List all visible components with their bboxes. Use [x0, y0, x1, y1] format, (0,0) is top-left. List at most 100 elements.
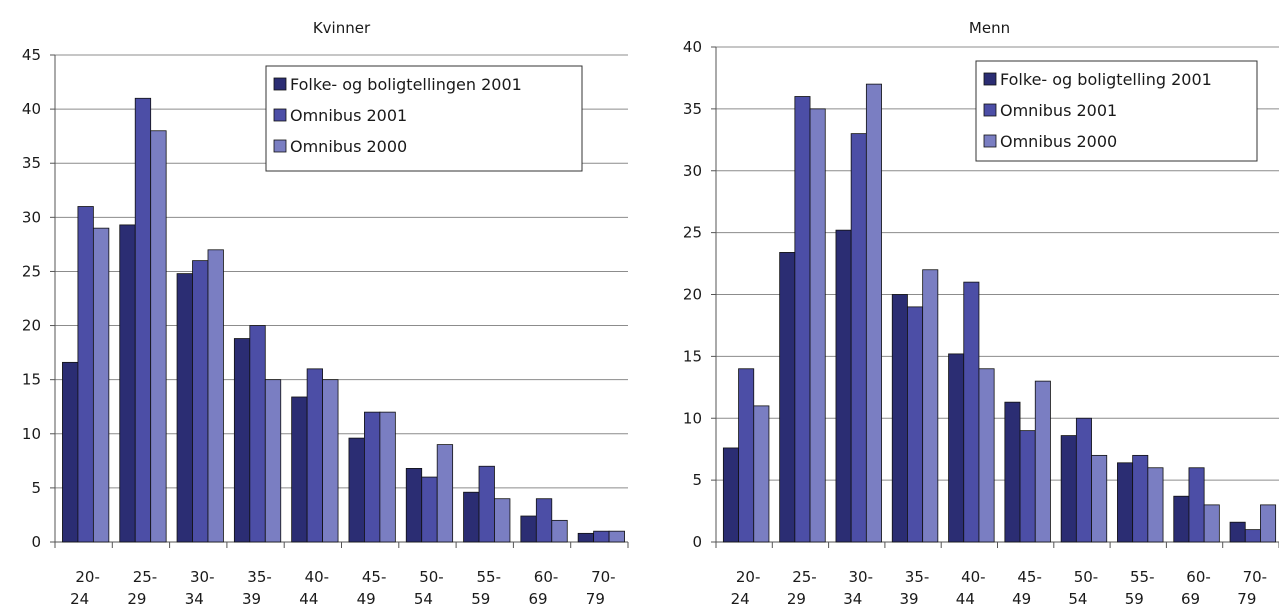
- bar-3: [809, 108, 826, 543]
- bar-2: [907, 306, 924, 543]
- y-tick-label: 30: [22, 208, 41, 226]
- y-tick-label: 10: [683, 409, 702, 427]
- bar-1: [835, 229, 852, 543]
- bar-3: [1203, 504, 1220, 543]
- legend-label: Omnibus 2000: [290, 137, 407, 156]
- bar-3: [322, 379, 339, 543]
- bar-3: [379, 411, 396, 543]
- legend-label: Folke- og boligtelling 2001: [1000, 70, 1212, 89]
- bar-3: [922, 269, 939, 543]
- bar-1: [948, 353, 965, 543]
- chart-menn: Menn 0 5 10 15 20 25 30 35 40 20-24 25-29 30-34 35-39…: [683, 19, 1279, 608]
- bar-2: [249, 325, 266, 543]
- bar-3: [92, 227, 110, 543]
- bar-1: [1004, 401, 1021, 543]
- x-tick-label: 25-29: [787, 568, 817, 608]
- legend-swatch: [983, 103, 997, 117]
- bar-1: [1060, 435, 1077, 543]
- bar-3: [436, 444, 454, 543]
- y-tick-label: 20: [683, 286, 702, 304]
- bar-1: [1229, 521, 1246, 543]
- x-tick-label: 35-39: [900, 568, 930, 608]
- chart-title: Menn: [969, 19, 1010, 37]
- legend-label: Omnibus 2001: [1000, 101, 1117, 120]
- bar-1: [176, 273, 193, 543]
- bar-3: [1147, 467, 1164, 543]
- bar-3: [1091, 454, 1108, 543]
- legend-swatch: [273, 77, 287, 91]
- bar-2: [535, 498, 553, 543]
- chart-title: Kvinner: [313, 19, 371, 37]
- bar-1: [1173, 495, 1190, 543]
- legend-swatch: [273, 108, 287, 122]
- x-tick-label: 60-69: [529, 568, 559, 608]
- legend-swatch: [983, 72, 997, 86]
- x-tick-label: 50-54: [414, 568, 444, 608]
- x-tick-label: 40-44: [299, 568, 329, 608]
- x-tick-label: 20-24: [70, 568, 100, 608]
- bar-1: [1117, 462, 1134, 543]
- y-tick-label: 30: [683, 162, 702, 180]
- bar-1: [779, 252, 796, 543]
- bar-1: [62, 361, 79, 543]
- bar-3: [1260, 504, 1277, 543]
- legend: Folke- og boligtellingen 2001 Omnibus 200…: [265, 65, 583, 172]
- y-tick-label: 10: [22, 425, 41, 443]
- bar-1: [348, 437, 365, 543]
- y-tick-label: 20: [22, 317, 41, 335]
- y-tick-label: 5: [31, 479, 41, 497]
- bar-3: [264, 379, 282, 543]
- bar-1: [577, 532, 595, 543]
- x-tick-label: 45-49: [1012, 568, 1042, 608]
- legend-label: Folke- og boligtellingen 2001: [290, 75, 522, 94]
- bar-1: [722, 447, 739, 543]
- y-tick-label: 25: [683, 224, 702, 242]
- bar-3: [753, 405, 770, 543]
- bar-2: [77, 206, 94, 543]
- x-tick-label: 20-24: [731, 568, 761, 608]
- y-tick-label: 35: [22, 154, 41, 172]
- x-tick-label: 60-69: [1181, 568, 1211, 608]
- x-tick-label: 55-59: [1125, 568, 1155, 608]
- legend-box: [265, 65, 583, 172]
- bar-1: [520, 515, 537, 543]
- y-tick-label: 40: [22, 100, 41, 118]
- bar-1: [119, 224, 136, 543]
- bar-3: [150, 130, 167, 543]
- bar-2: [1132, 454, 1149, 543]
- x-tick-label: 25-29: [127, 568, 157, 608]
- bar-2: [1188, 467, 1205, 543]
- bar-2: [850, 133, 867, 543]
- x-tick-label: 50-54: [1068, 568, 1098, 608]
- bar-2: [738, 368, 755, 543]
- y-tick-label: 0: [31, 533, 41, 551]
- bar-2: [1075, 417, 1092, 543]
- x-tick-label: 70-79: [586, 568, 616, 608]
- y-tick-label: 40: [683, 38, 702, 56]
- x-tick-label: 30-34: [843, 568, 873, 608]
- bar-3: [865, 83, 882, 543]
- bar-3: [551, 519, 568, 543]
- legend-label: Omnibus 2001: [290, 106, 407, 125]
- legend: Folke- og boligtelling 2001 Omnibus 2001 O…: [975, 60, 1258, 162]
- bar-1: [291, 396, 308, 543]
- bar-1: [463, 491, 480, 543]
- bar-3: [207, 249, 224, 543]
- y-tick-label: 15: [22, 371, 41, 389]
- x-tick-label: 35-39: [242, 568, 272, 608]
- x-tick-label: 40-44: [956, 568, 986, 608]
- legend-swatch: [273, 139, 287, 153]
- bar-2: [794, 96, 811, 543]
- y-tick-label: 15: [683, 347, 702, 365]
- legend-swatch: [983, 134, 997, 148]
- y-tick-label: 45: [22, 46, 41, 64]
- bar-2: [421, 476, 438, 543]
- bar-1: [405, 468, 423, 543]
- x-tick-label: 30-34: [185, 568, 215, 608]
- y-tick-label: 0: [692, 533, 702, 551]
- legend-label: Omnibus 2000: [1000, 132, 1117, 151]
- bar-3: [494, 498, 511, 543]
- bar-2: [134, 97, 152, 543]
- bar-3: [608, 530, 625, 543]
- x-tick-label: 45-49: [357, 568, 387, 608]
